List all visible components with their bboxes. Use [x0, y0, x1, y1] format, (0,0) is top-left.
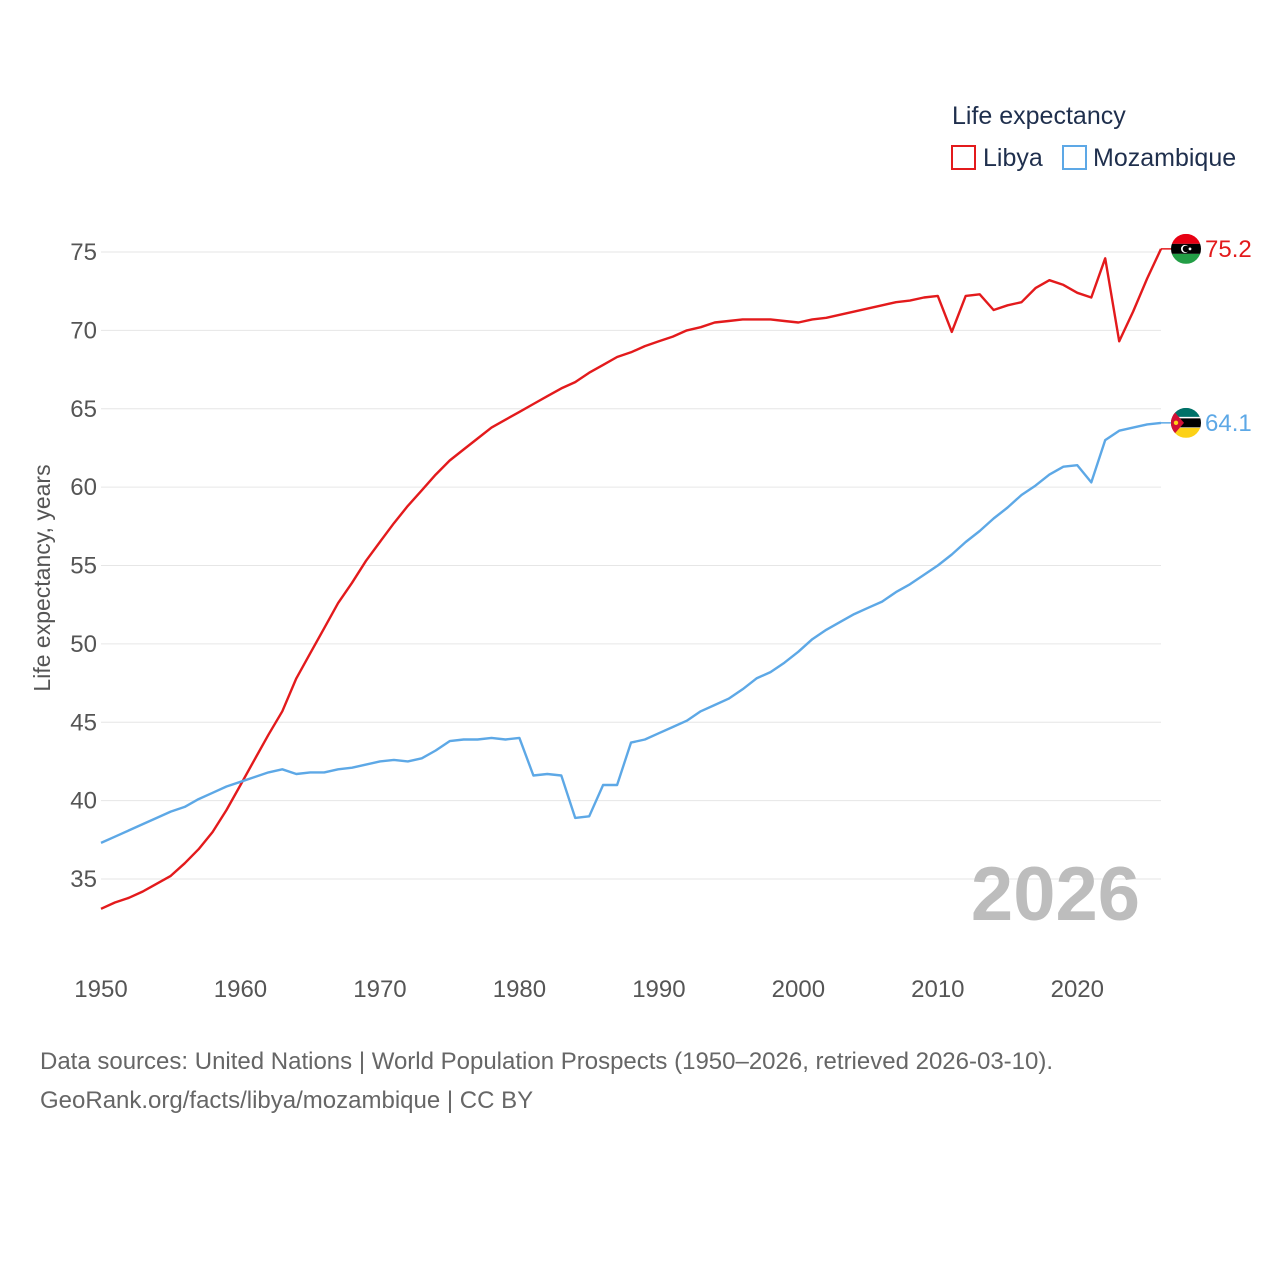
x-tick-label: 2020 — [1051, 976, 1104, 1003]
legend-swatch-mozambique[interactable] — [1062, 145, 1087, 170]
y-tick-label: 70 — [70, 317, 97, 344]
x-tick-label: 1990 — [632, 976, 685, 1003]
y-tick-label: 40 — [70, 788, 97, 815]
y-tick-label: 65 — [70, 396, 97, 423]
y-axis-title: Life expectancy, years — [29, 464, 55, 691]
legend-label-libya[interactable]: Libya — [983, 144, 1043, 172]
legend-swatch-libya[interactable] — [951, 145, 976, 170]
series-line-mozambique[interactable] — [100, 421, 1162, 844]
y-tick-label: 55 — [70, 553, 97, 580]
line-chart: Life expectancy Libya Mozambique Life ex… — [29, 102, 1252, 1003]
mozambique-flag-icon — [1171, 407, 1201, 438]
x-tick-label: 1980 — [493, 976, 546, 1003]
x-tick-label: 1950 — [74, 976, 127, 1003]
libya-flag-icon — [1171, 233, 1201, 264]
credit-line: GeoRank.org/facts/libya/mozambique | CC … — [40, 1087, 534, 1114]
series-lines — [100, 248, 1171, 910]
x-tick-label: 2000 — [772, 976, 825, 1003]
y-tick-labels: 35 40 45 50 55 60 65 70 75 — [70, 239, 97, 893]
y-tick-label: 60 — [70, 474, 97, 501]
series-line-libya[interactable] — [100, 248, 1163, 910]
x-tick-label: 1970 — [353, 976, 406, 1003]
source-note: Data sources: United Nations | World Pop… — [40, 1042, 1053, 1120]
end-label-mozambique: 64.1 — [1205, 410, 1252, 437]
legend-title: Life expectancy — [952, 102, 1126, 130]
y-tick-label: 75 — [70, 239, 97, 266]
year-label: 2026 — [971, 852, 1140, 937]
end-label-libya: 75.2 — [1205, 236, 1252, 263]
x-tick-label: 2010 — [911, 976, 964, 1003]
y-tick-label: 45 — [70, 709, 97, 736]
x-tick-labels: 1950 1960 1970 1980 1990 2000 2010 2020 — [74, 976, 1104, 1003]
legend-label-mozambique[interactable]: Mozambique — [1093, 144, 1236, 172]
y-tick-label: 35 — [70, 866, 97, 893]
source-line: Data sources: United Nations | World Pop… — [40, 1048, 1054, 1075]
x-tick-label: 1960 — [214, 976, 267, 1003]
y-tick-label: 50 — [70, 631, 97, 658]
gridlines — [101, 251, 1161, 880]
